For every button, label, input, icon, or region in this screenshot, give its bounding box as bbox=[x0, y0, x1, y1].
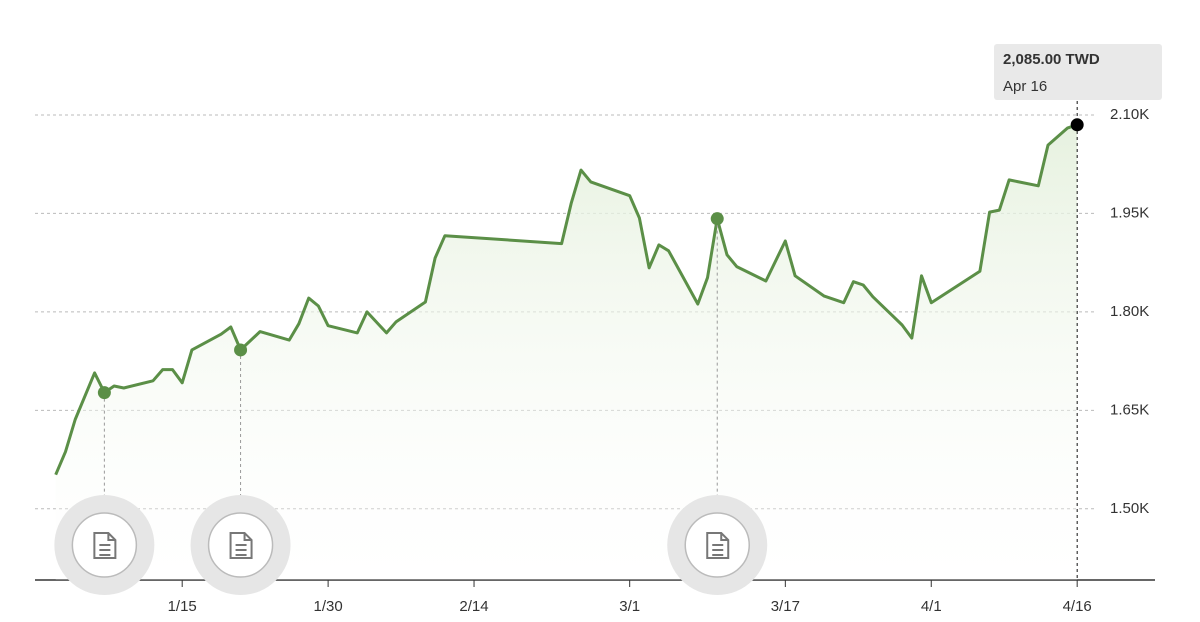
news-icon bbox=[706, 532, 730, 559]
news-icon bbox=[93, 532, 117, 559]
y-tick-label: 1.50K bbox=[1110, 500, 1149, 517]
annotation-point bbox=[710, 212, 724, 226]
y-tick-label: 2.10K bbox=[1110, 106, 1149, 123]
y-tick-label: 1.95K bbox=[1110, 204, 1149, 221]
y-tick-label: 1.80K bbox=[1110, 303, 1149, 320]
x-tick-label: 2/14 bbox=[459, 598, 488, 615]
x-tick-label: 1/15 bbox=[168, 598, 197, 615]
annotation-point bbox=[234, 343, 248, 357]
x-tick-label: 3/17 bbox=[771, 598, 800, 615]
tooltip-date: Apr 16 bbox=[1003, 78, 1047, 95]
area bbox=[55, 124, 1078, 581]
news-button[interactable] bbox=[54, 495, 155, 595]
tooltip-value: 2,085.00 TWD bbox=[1003, 51, 1100, 68]
x-tick-label: 4/1 bbox=[921, 598, 942, 615]
news-button[interactable] bbox=[190, 495, 291, 595]
x-tick-label: 3/1 bbox=[619, 598, 640, 615]
news-icon bbox=[229, 532, 253, 559]
y-tick-label: 1.65K bbox=[1110, 401, 1149, 418]
price-line bbox=[54, 123, 1078, 476]
annotation-point bbox=[97, 386, 111, 400]
news-button[interactable] bbox=[667, 495, 768, 595]
tooltip-box bbox=[994, 44, 1162, 100]
last-point bbox=[1070, 118, 1084, 132]
x-tick-label: 1/30 bbox=[314, 598, 343, 615]
x-tick-label: 4/16 bbox=[1063, 598, 1092, 615]
